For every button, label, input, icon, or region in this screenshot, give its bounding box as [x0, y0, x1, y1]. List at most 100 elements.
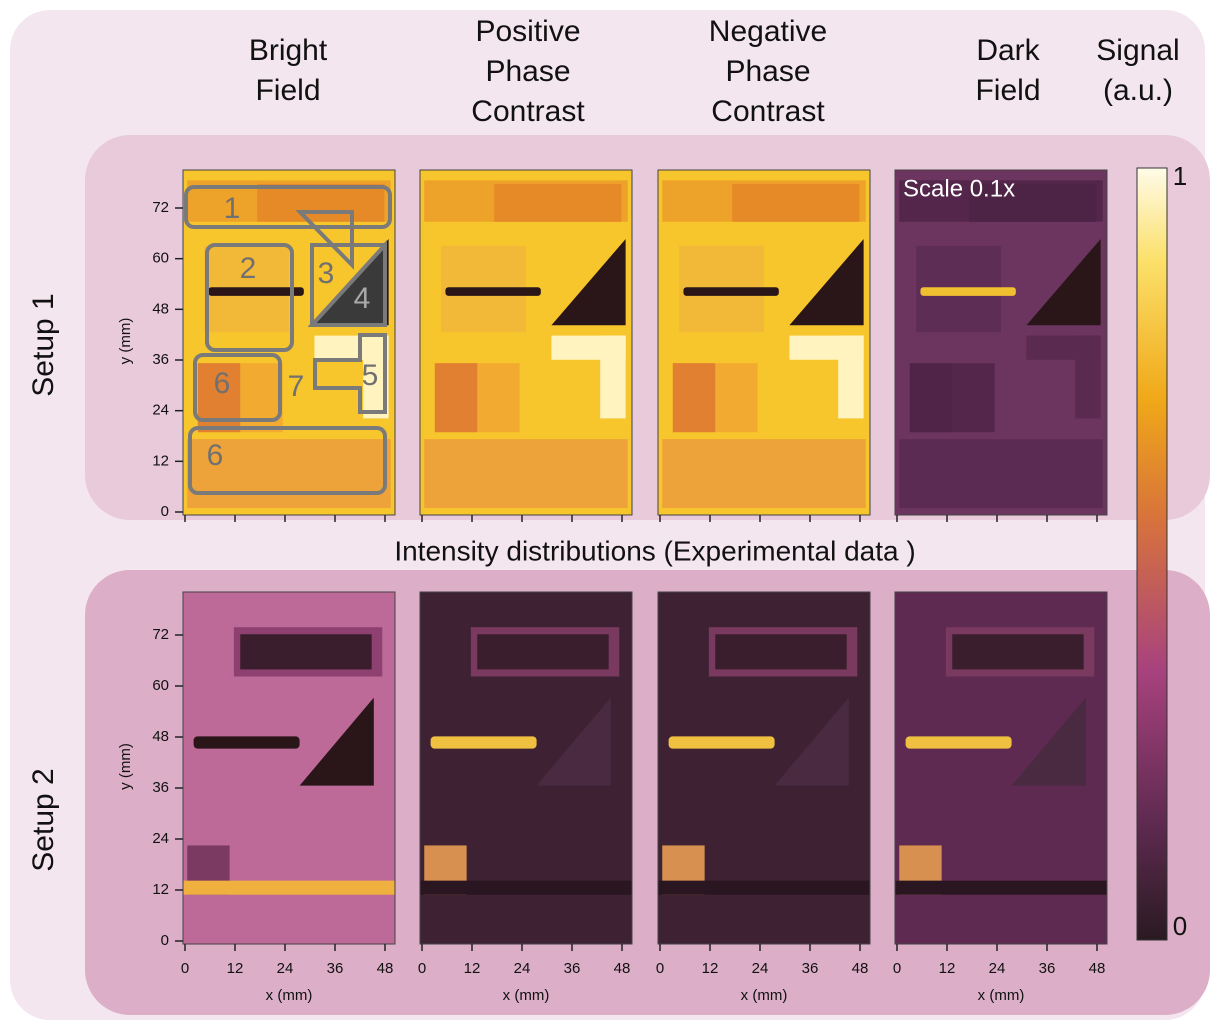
image-region — [600, 335, 626, 419]
x-tick-label: 12 — [702, 960, 719, 977]
x-tick-label: 48 — [1089, 960, 1106, 977]
image-region — [477, 634, 609, 670]
colorbar-title: Signal — [1096, 34, 1179, 67]
y-tick-label: 0 — [161, 932, 169, 949]
image-region — [668, 736, 775, 749]
x-tick-label: 48 — [614, 960, 631, 977]
x-tick-label: 36 — [564, 960, 581, 977]
image-region — [208, 287, 304, 296]
x-tick-label: 12 — [464, 960, 481, 977]
region-box — [307, 239, 387, 327]
region-box — [313, 333, 387, 414]
image-region — [299, 697, 374, 786]
image-region — [895, 880, 1107, 895]
image-region — [909, 363, 953, 433]
x-axis-label: x (mm) — [503, 987, 550, 1004]
y-tick-label: 36 — [152, 351, 169, 368]
x-tick-label: 0 — [181, 960, 189, 977]
y-axis-label: y (mm) — [117, 743, 134, 790]
image-frame — [657, 591, 871, 945]
x-axis-label: x (mm) — [266, 987, 313, 1004]
y-tick-label: 24 — [152, 402, 169, 419]
image-region — [187, 439, 391, 509]
image-frame — [182, 169, 396, 516]
row-label: Setup 2 — [27, 768, 60, 871]
image-region — [969, 183, 1097, 222]
region-box — [184, 185, 392, 229]
region-label: 2 — [240, 252, 257, 285]
image-region — [430, 736, 537, 749]
image-region — [1075, 335, 1101, 419]
x-tick-label: 24 — [277, 960, 294, 977]
region-label: 6 — [207, 439, 224, 472]
image-region — [420, 880, 632, 895]
x-tick-label: 36 — [327, 960, 344, 977]
image-region — [683, 287, 779, 296]
middle-caption: Intensity distributions (Experimental da… — [394, 535, 915, 566]
region-box — [295, 210, 354, 270]
image-region — [920, 287, 1016, 296]
y-tick-label: 24 — [152, 830, 169, 847]
y-axis-label: y (mm) — [117, 318, 134, 365]
y-tick-label: 60 — [152, 250, 169, 267]
image-region — [662, 439, 866, 509]
image-region — [1011, 697, 1086, 786]
colorbar-title: (a.u.) — [1103, 74, 1173, 107]
image-region — [494, 183, 622, 222]
y-tick-label: 0 — [161, 503, 169, 520]
colorbar — [1136, 167, 1168, 941]
x-tick-label: 0 — [418, 960, 426, 977]
image-region — [551, 239, 626, 326]
image-region — [905, 736, 1012, 749]
y-tick-label: 36 — [152, 779, 169, 796]
dark-field-note: Scale 0.1x — [903, 175, 1015, 202]
column-header: Contrast — [471, 95, 585, 128]
image-region — [536, 697, 611, 786]
column-header: Field — [975, 74, 1040, 107]
image-region — [899, 439, 1103, 509]
region-label: 3 — [318, 257, 335, 290]
image-frame — [894, 591, 1108, 945]
image-region — [715, 634, 847, 670]
x-tick-label: 24 — [514, 960, 531, 977]
column-header: Bright — [249, 34, 328, 67]
image-frame — [657, 169, 871, 516]
image-region — [789, 239, 864, 326]
colorbar-min: 0 — [1173, 911, 1187, 941]
column-header: Field — [255, 74, 320, 107]
x-tick-label: 48 — [377, 960, 394, 977]
column-header: Dark — [976, 34, 1040, 67]
column-header: Negative — [709, 15, 827, 48]
image-region — [424, 439, 628, 509]
y-tick-label: 60 — [152, 677, 169, 694]
column-header: Phase — [725, 55, 810, 88]
image-region — [732, 183, 860, 222]
x-axis-label: x (mm) — [741, 987, 788, 1004]
region-label: 4 — [354, 282, 371, 315]
x-tick-label: 12 — [227, 960, 244, 977]
image-region — [1026, 239, 1101, 326]
x-tick-label: 12 — [939, 960, 956, 977]
region-box — [205, 243, 294, 352]
region-box — [193, 353, 282, 422]
y-tick-label: 72 — [152, 199, 169, 216]
region-label: 1 — [224, 192, 241, 225]
x-tick-label: 0 — [656, 960, 664, 977]
image-region — [257, 183, 385, 222]
image-region — [193, 736, 300, 749]
x-axis-label: x (mm) — [978, 987, 1025, 1004]
image-region — [774, 697, 849, 786]
x-tick-label: 36 — [1039, 960, 1056, 977]
region-label: 6 — [214, 367, 231, 400]
row-label: Setup 1 — [27, 293, 60, 396]
x-tick-label: 24 — [989, 960, 1006, 977]
y-tick-label: 48 — [152, 728, 169, 745]
region-box — [188, 426, 387, 495]
x-tick-label: 24 — [752, 960, 769, 977]
region-label: 5 — [362, 359, 379, 392]
image-region — [952, 634, 1084, 670]
image-region — [240, 634, 372, 670]
colorbar-max: 1 — [1173, 161, 1187, 191]
x-tick-label: 48 — [852, 960, 869, 977]
